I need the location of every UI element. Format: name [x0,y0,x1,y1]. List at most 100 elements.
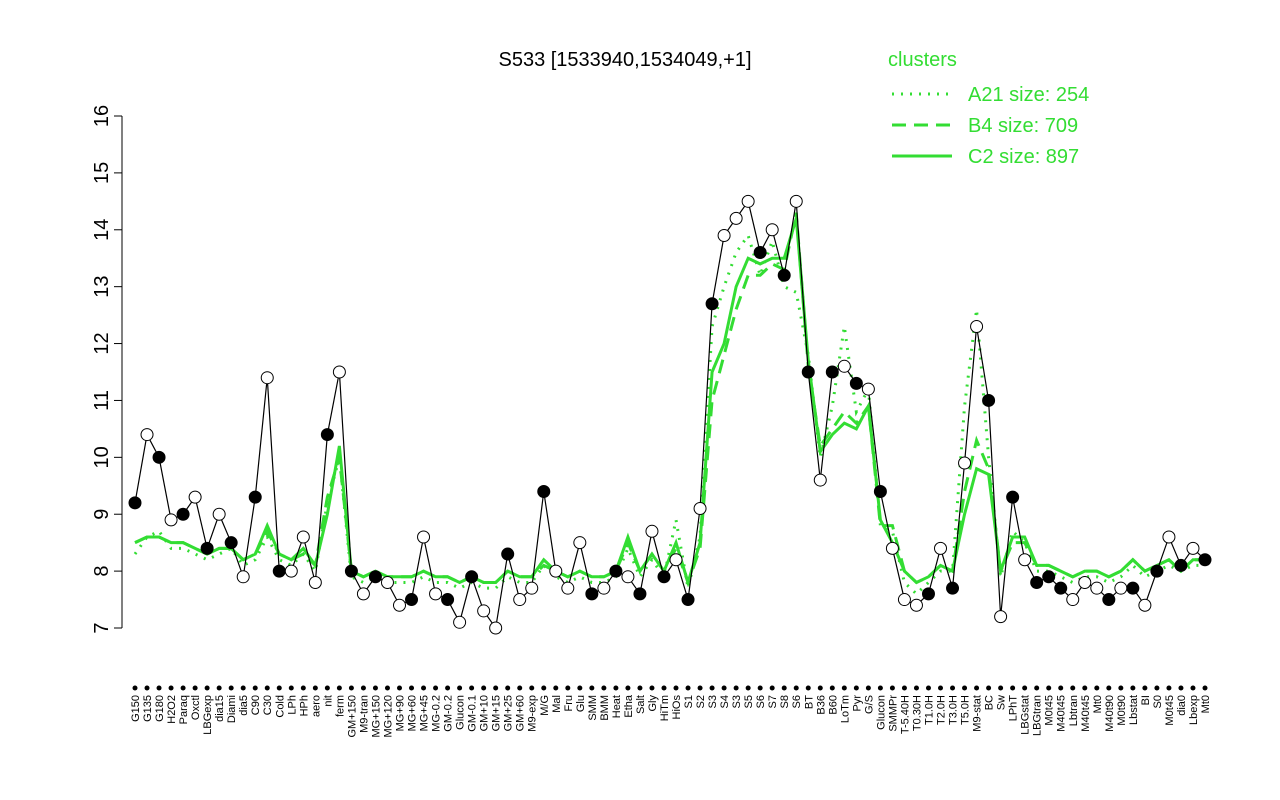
x-dot [793,685,799,691]
x-tick-label: HPh [298,695,310,716]
x-dot [950,685,956,691]
x-dot [336,685,342,691]
x-dot [1130,685,1136,691]
x-dot [577,685,583,691]
x-tick-label: Paraq [178,695,190,724]
x-tick-label: Mal [551,695,563,713]
x-dot [601,685,607,691]
x-tick-label: Lbtran [1068,695,1080,726]
x-dot [1166,685,1172,691]
x-tick-label: LPh [286,695,298,715]
data-point [405,593,419,607]
data-point [525,581,539,595]
x-dot [529,685,535,691]
x-tick-label: Mt0 [1200,695,1212,713]
x-dot [433,685,439,691]
data-point [1174,558,1188,572]
data-point [441,593,455,607]
data-point [1018,553,1032,567]
x-dot [721,685,727,691]
data-point [765,223,779,237]
data-point [921,587,935,601]
x-dot [1142,685,1148,691]
data-point [1126,581,1140,595]
x-tick-label: GM-0.2 [443,695,455,732]
y-tick-label: 16 [91,105,113,127]
x-tick-label: M40t45 [1080,695,1092,732]
data-point [597,581,611,595]
data-point [212,507,226,521]
x-dot [192,685,198,691]
x-tick-label: S6 [791,695,803,708]
data-point [1198,553,1212,567]
x-tick-label: dia0 [1176,695,1188,716]
data-point [681,593,695,607]
x-dot [829,685,835,691]
x-tick-label: GM-0.1 [467,695,479,732]
data-point [609,564,623,578]
x-dot [300,685,306,691]
x-tick-label: HiOs [671,695,683,720]
data-point [465,570,479,584]
x-tick-label: Heat [611,695,623,718]
x-tick-label: G180 [154,695,166,722]
y-tick-label: 9 [91,509,113,520]
x-tick-label: M9-tran [358,695,370,733]
data-point [176,507,190,521]
x-tick-label: T5.0H [960,695,972,725]
x-tick-label: M9-stat [972,695,984,732]
data-point [1138,598,1152,612]
x-dot [925,685,931,691]
x-dot [637,685,643,691]
data-point [621,570,635,584]
data-point [1090,581,1104,595]
x-dot [1190,685,1196,691]
data-point [1150,564,1164,578]
data-point [392,598,406,612]
x-dot [312,685,318,691]
x-dot [1118,685,1124,691]
x-tick-label: Glucon [455,695,467,730]
x-dot [1178,685,1184,691]
x-dot [986,685,992,691]
data-point [813,473,827,487]
x-tick-label: B60 [827,695,839,715]
x-dot [1106,685,1112,691]
y-tick-label: 7 [91,622,113,633]
x-dot [757,685,763,691]
x-tick-label: T-5.40H [899,695,911,734]
x-tick-label: GM+25 [503,695,515,731]
data-point [729,211,743,225]
x-dot [228,685,234,691]
x-dot [204,685,210,691]
x-dot [396,685,402,691]
x-tick-label: LBGstat [1020,695,1032,735]
legend-label: A21 size: 254 [968,84,1089,106]
x-tick-label: BT [803,695,815,709]
x-tick-label: C90 [250,695,262,715]
x-dot [733,685,739,691]
y-tick-label: 14 [91,219,113,241]
data-point [753,246,767,260]
data-point [1006,490,1020,504]
x-dot [324,685,330,691]
x-dot [144,685,150,691]
data-point [308,575,322,589]
x-dot [457,685,463,691]
x-tick-label: dia5 [238,695,250,716]
y-tick-label: 15 [91,162,113,184]
data-point [657,570,671,584]
x-tick-label: G150 [130,695,142,722]
y-tick-label: 13 [91,276,113,298]
x-tick-label: T1.0H [923,695,935,725]
data-point [429,587,443,601]
x-tick-label: Lbexp [1188,695,1200,725]
x-dot [288,685,294,691]
x-dot [697,685,703,691]
x-tick-label: S3 [731,695,743,708]
x-dot [156,685,162,691]
x-tick-label: MG+90 [394,695,406,731]
data-point [501,547,515,561]
data-point [573,536,587,550]
